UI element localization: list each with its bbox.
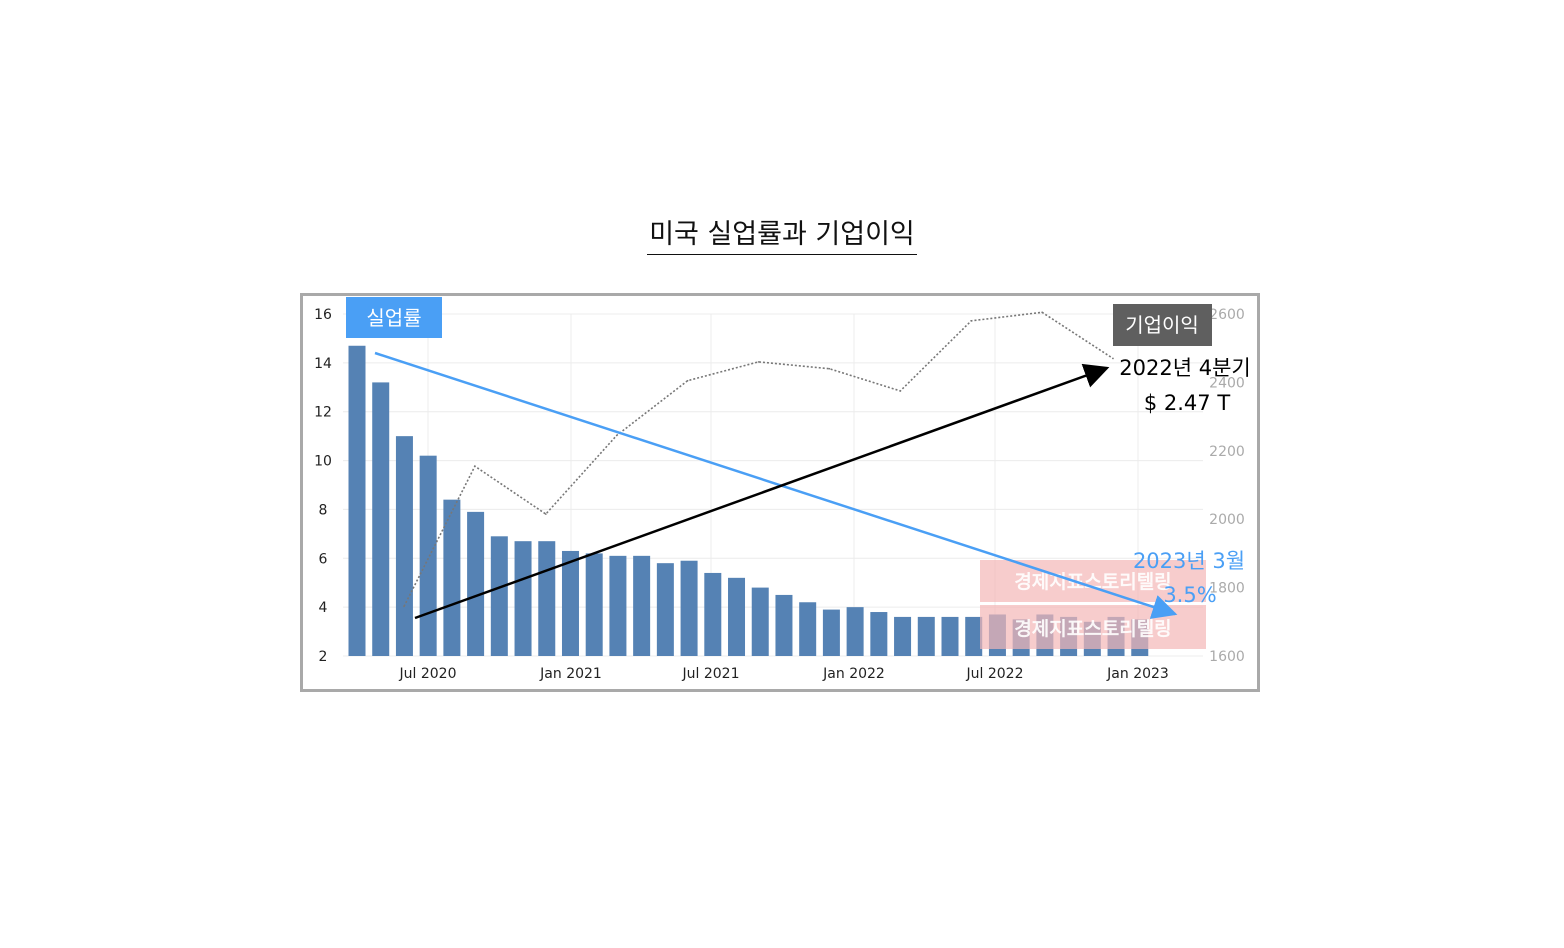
page-title: 미국 실업률과 기업이익 xyxy=(647,219,917,255)
right-axis-tick-label: 2000 xyxy=(1209,512,1245,528)
unemployment-bar xyxy=(799,602,817,656)
unemployment-bar xyxy=(633,555,651,656)
unemployment-bar xyxy=(728,577,746,656)
unemployment-bar xyxy=(870,612,888,656)
unemployment-bar xyxy=(965,616,983,656)
right-axis-tick-label: 2400 xyxy=(1209,375,1245,391)
chart-svg: 16 14 12 10 8 6 4 2 2600 2400 2200 2000 1800 1600 Ju… xyxy=(314,297,1251,682)
left-axis-tick-label: 14 xyxy=(314,356,332,372)
profit-note-period: 2022년 4분기 xyxy=(1119,356,1250,380)
left-axis-tick-label: 12 xyxy=(314,405,332,421)
left-axis-ticks: 16 14 12 10 8 6 4 2 xyxy=(314,307,332,665)
unemployment-bar xyxy=(348,345,366,656)
x-axis-tick-label: Jul 2021 xyxy=(682,666,740,682)
profit-badge-label: 기업이익 xyxy=(1125,313,1199,337)
unemployment-badge-label: 실업률 xyxy=(366,306,421,330)
profit-point xyxy=(545,513,547,515)
left-axis-tick-label: 2 xyxy=(319,649,328,665)
profit-note-value: $ 2.47 T xyxy=(1144,391,1230,415)
left-axis-tick-label: 4 xyxy=(319,600,328,616)
x-axis-tick-label: Jul 2022 xyxy=(966,666,1024,682)
unemployment-bar xyxy=(490,536,508,656)
profit-point xyxy=(757,361,760,363)
profit-point xyxy=(403,605,405,608)
unemployment-bar xyxy=(609,555,627,656)
profit-point xyxy=(474,465,476,467)
left-axis-tick-label: 10 xyxy=(314,454,332,470)
profit-point xyxy=(1041,311,1043,314)
unemployment-note-period: 2023년 3월 xyxy=(1133,549,1245,573)
right-axis-ticks: 2600 2400 2200 2000 1800 1600 xyxy=(1209,307,1245,665)
unemployment-bar xyxy=(538,541,556,656)
x-axis-tick-label: Jul 2020 xyxy=(399,666,457,682)
unemployment-bar xyxy=(704,572,722,656)
profit-point xyxy=(899,390,902,392)
unemployment-bar xyxy=(822,609,840,656)
x-axis-tick-label: Jan 2022 xyxy=(822,666,885,682)
watermark-text-1: 경제지표스토리텔링 xyxy=(1014,571,1171,593)
x-axis-tick-label: Jan 2023 xyxy=(1106,666,1169,682)
profit-line-group xyxy=(403,311,1114,608)
unemployment-note-value: 3.5% xyxy=(1163,583,1216,607)
profit-point xyxy=(970,320,972,322)
unemployment-bar xyxy=(894,616,912,656)
unemployment-bar xyxy=(419,455,437,656)
right-axis-tick-label: 1800 xyxy=(1209,581,1245,597)
profit-point xyxy=(828,367,831,370)
unemployment-bar xyxy=(561,550,579,656)
profit-trend-arrow xyxy=(414,363,1110,620)
profit-badge xyxy=(1113,304,1212,346)
unemployment-bar xyxy=(514,541,532,656)
profit-line xyxy=(403,311,1114,607)
right-axis-tick-label: 2200 xyxy=(1209,444,1245,460)
chart-frame: 16 14 12 10 8 6 4 2 2600 2400 2200 2000 1800 1600 Ju… xyxy=(300,293,1260,692)
unemployment-bar xyxy=(917,616,935,656)
profit-point xyxy=(615,434,618,437)
x-axis-ticks: Jul 2020 Jan 2021 Jul 2021 Jan 2022 Jul 2022… xyxy=(399,666,1169,682)
x-axis-tick-label: Jan 2021 xyxy=(539,666,602,682)
watermark-text-2: 경제지표스토리텔링 xyxy=(1014,618,1171,640)
unemployment-bar xyxy=(941,616,959,656)
unemployment-bar xyxy=(775,594,793,656)
unemployment-bar xyxy=(395,436,413,656)
unemployment-trend-arrow xyxy=(374,351,1178,619)
right-axis-tick-label: 2600 xyxy=(1209,307,1245,323)
page-title-wrap: 미국 실업률과 기업이익 xyxy=(0,212,1564,255)
left-axis-tick-label: 6 xyxy=(319,551,328,567)
profit-point xyxy=(686,379,689,382)
unemployment-badge xyxy=(346,297,442,338)
unemployment-bar xyxy=(585,553,603,656)
watermark-box-1 xyxy=(980,560,1206,602)
unemployment-bar xyxy=(467,511,485,656)
unemployment-bar xyxy=(372,382,390,656)
unemployment-bar xyxy=(680,560,698,656)
right-axis-tick-label: 1600 xyxy=(1209,649,1245,665)
unemployment-bar xyxy=(846,607,864,656)
left-axis-tick-label: 16 xyxy=(314,307,332,323)
unemployment-bar xyxy=(751,587,769,656)
unemployment-bar xyxy=(656,563,674,656)
unemployment-bar xyxy=(443,499,461,656)
profit-point xyxy=(1112,357,1114,360)
left-axis-tick-label: 8 xyxy=(319,502,328,518)
